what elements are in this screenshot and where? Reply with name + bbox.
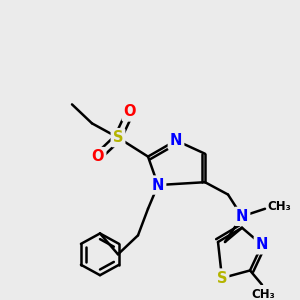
- Text: N: N: [256, 237, 268, 252]
- Text: N: N: [170, 133, 182, 148]
- Text: N: N: [236, 209, 248, 224]
- Text: CH₃: CH₃: [267, 200, 291, 213]
- Text: CH₃: CH₃: [251, 287, 275, 300]
- Text: N: N: [152, 178, 164, 193]
- Text: O: O: [124, 104, 136, 119]
- Text: S: S: [113, 130, 123, 145]
- Text: O: O: [92, 149, 104, 164]
- Text: S: S: [217, 271, 227, 286]
